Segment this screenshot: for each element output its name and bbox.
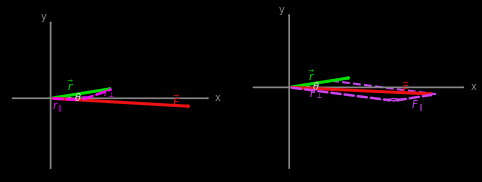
Text: $\theta$: $\theta$ [312, 80, 320, 92]
Text: $r_\parallel$: $r_\parallel$ [53, 101, 62, 116]
Text: $F_\parallel$: $F_\parallel$ [411, 99, 423, 115]
Text: x: x [470, 82, 476, 92]
Text: y: y [40, 12, 46, 22]
Text: $\theta$: $\theta$ [74, 91, 82, 103]
Text: $F_\perp$: $F_\perp$ [309, 87, 323, 101]
Text: $\vec{r}$: $\vec{r}$ [308, 68, 315, 83]
Text: $\vec{r}$: $\vec{r}$ [67, 79, 75, 94]
Text: $r_\perp$: $r_\perp$ [103, 87, 115, 100]
Text: x: x [215, 93, 221, 103]
Text: $\vec{F}$: $\vec{F}$ [172, 94, 181, 109]
Text: y: y [279, 5, 285, 15]
Text: $\vec{F}$: $\vec{F}$ [401, 81, 410, 96]
